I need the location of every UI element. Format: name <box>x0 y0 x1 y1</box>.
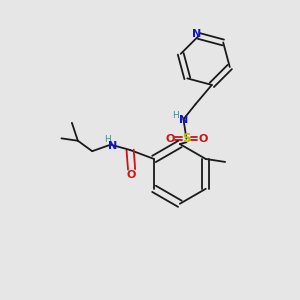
Text: N: N <box>109 140 118 151</box>
Text: O: O <box>127 170 136 180</box>
Text: O: O <box>198 134 208 144</box>
Text: O: O <box>165 134 175 144</box>
Text: N: N <box>179 115 189 125</box>
Text: H: H <box>104 135 110 144</box>
Text: H: H <box>172 111 179 120</box>
Text: S: S <box>182 132 191 145</box>
Text: N: N <box>192 29 201 39</box>
